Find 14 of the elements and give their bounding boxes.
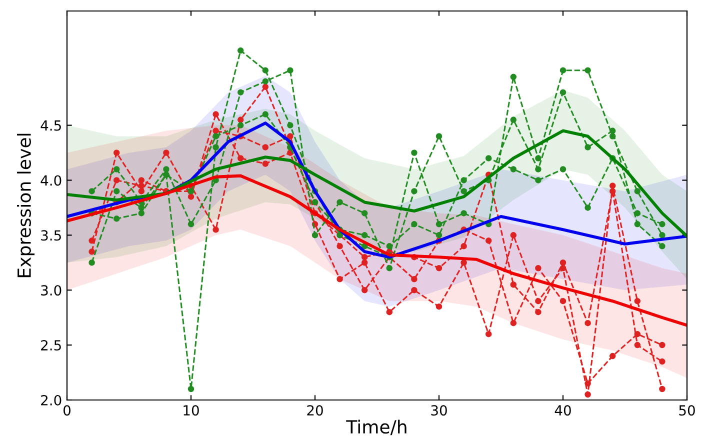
x-tick-label: 30 [431,405,447,416]
y-tick-label: 2.0 [41,394,62,406]
x-tick-label: 0 [63,405,70,416]
y-tick-label: 4.0 [40,175,62,186]
y-tick-label: 3.5 [41,230,61,241]
y-tick-label: 2.5 [41,340,61,351]
y-axis-title: Expression level [17,134,34,278]
x-tick-label: 40 [554,405,571,416]
x-tick-label: 20 [307,405,323,416]
y-tick-label: 4.5 [40,120,61,131]
x-tick-label: 10 [184,405,199,416]
x-axis-title: Time/h [346,420,406,436]
y-tick-label: 3.0 [41,285,62,296]
x-tick-label: 50 [679,405,695,416]
